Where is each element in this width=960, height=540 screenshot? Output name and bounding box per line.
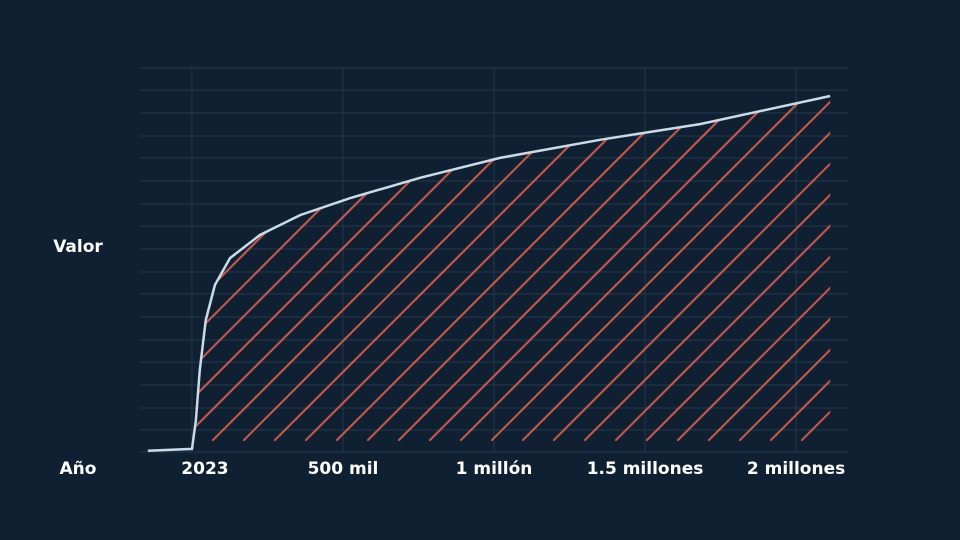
x-axis-label: Año (60, 459, 97, 479)
hatch-line (397, 96, 831, 442)
line (147, 94, 831, 453)
hatch-line (707, 96, 831, 442)
hatch-line (583, 96, 831, 442)
x-tick-label: 1.5 millones (587, 459, 704, 479)
y-axis-label: Valor (53, 237, 103, 257)
hatch-line (614, 96, 831, 442)
hatch-line (521, 96, 831, 442)
hatch-line (149, 96, 593, 442)
hatch-line (335, 96, 779, 442)
hatch-line (676, 96, 831, 442)
x-tick-label: 1 millón (456, 459, 533, 479)
hatch-line (366, 96, 810, 442)
hatch-line (738, 96, 831, 442)
hatch-line (211, 96, 655, 442)
hatch-line (428, 96, 831, 442)
hatch-line (645, 96, 831, 442)
hatch-line (273, 96, 717, 442)
hatch-line (459, 96, 831, 442)
hatch-line (242, 96, 686, 442)
x-tick-label: 2023 (181, 459, 228, 479)
hatch-line (180, 96, 624, 442)
hatch-line (552, 96, 831, 442)
hatch-line (490, 96, 831, 442)
x-tick-label: 500 mil (308, 459, 379, 479)
hatch-line (304, 96, 748, 442)
x-tick-label: 2 millones (747, 459, 845, 479)
